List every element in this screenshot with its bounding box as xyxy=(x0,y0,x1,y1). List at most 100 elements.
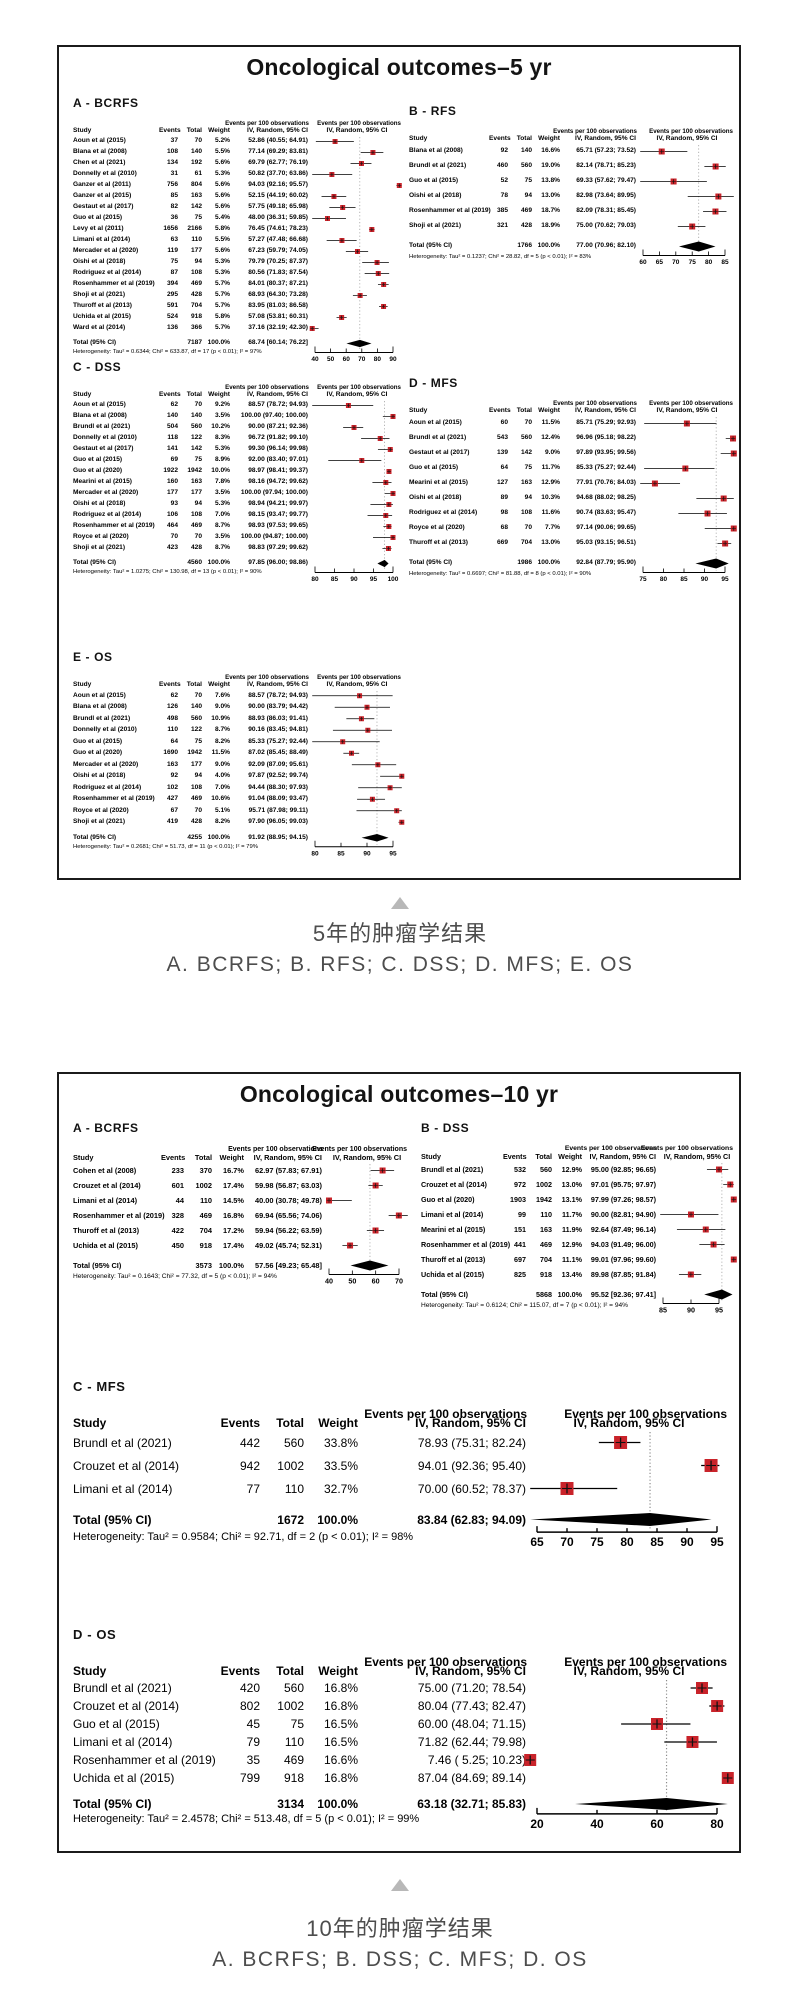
study-row: Crouzet et al (2014) 942 1002 33.5% 94.01 (9… xyxy=(73,1454,729,1477)
events-value: 110 xyxy=(167,726,178,734)
total-value: 177 xyxy=(190,247,202,255)
weight-value: 5.6% xyxy=(214,203,230,211)
total-value: 140 xyxy=(190,412,202,420)
column-header-observations: Events per 100 observations xyxy=(564,1145,657,1153)
events-value: 1903 xyxy=(510,1195,526,1205)
study-name: Levy et al (2011) xyxy=(73,225,124,233)
total-value: 75 xyxy=(290,1717,304,1731)
events-value: 295 xyxy=(166,291,178,299)
table-header-row: Study Events Total Weight IV, Random, 95% CI… xyxy=(73,1664,729,1680)
study-name: Royce et al (2020) xyxy=(73,806,129,814)
column-header-weight: Weight xyxy=(208,390,230,398)
study-row: Gestaut et al (2017) 139 142 9.0% 97.89 (93.… xyxy=(409,446,735,461)
study-name: Crouzet et al (2014) xyxy=(73,1180,141,1190)
axis-tick-label: 80 xyxy=(710,1817,724,1831)
study-row: Donnelly et al (2010) 118 122 8.3% 96.72 (91… xyxy=(73,433,403,444)
study-name: Rosenhammer et al (2019) xyxy=(73,1210,165,1220)
total-value: 75 xyxy=(194,456,202,464)
events-value: 98 xyxy=(500,509,508,517)
total-value: 163 xyxy=(190,192,202,200)
study-row: Oishi et al (2018) 93 94 5.3% 98.94 (94.21; … xyxy=(73,499,403,510)
study-name: Oishi et al (2018) xyxy=(73,500,126,508)
figure-title: Oncological outcomes–10 yr xyxy=(239,1081,559,1107)
study-row: Mercader et al (2020) 163 177 9.0% 92.09 (87… xyxy=(73,759,403,771)
study-row: Royce et al (2020) 70 70 3.5% 100.00 (94.87;… xyxy=(73,532,403,543)
ci-text: 95.00 (92.85; 96.65) xyxy=(590,1165,656,1175)
study-row: Thuroff et al (2013) 669 704 13.0% 95.03 (93… xyxy=(409,536,735,551)
study-name: Brundl et al (2021) xyxy=(73,1435,172,1450)
events-value: 92 xyxy=(170,772,178,780)
events-value: 442 xyxy=(239,1435,260,1450)
weight-value: 8.2% xyxy=(214,818,230,826)
ci-text: 92.09 (87.09; 95.61) xyxy=(248,760,308,768)
weight-value: 13.4% xyxy=(561,1270,582,1280)
study-row: Aoun et al (2015) 62 70 7.6% 88.57 (78.72; 9… xyxy=(73,690,403,702)
axis-tick-label: 95 xyxy=(370,576,378,583)
events-value: 106 xyxy=(166,511,178,519)
total-value: 560 xyxy=(190,423,202,431)
events-value: 524 xyxy=(166,313,178,321)
study-name: Ward et al (2014) xyxy=(73,324,126,332)
total-weight: 100.0% xyxy=(207,559,230,567)
heterogeneity-note: Heterogeneity: Tau² = 0.6124; Chi² = 115… xyxy=(421,1302,629,1310)
total-value: 61 xyxy=(194,170,202,178)
study-row: Oishi et al (2018) 78 94 13.0% 82.98 (73.64;… xyxy=(409,189,735,204)
study-row: Thuroff et al (2013) 422 704 17.2% 59.94 (56… xyxy=(73,1223,409,1238)
heterogeneity-note: Heterogeneity: Tau² = 0.2681; Chi² = 51.… xyxy=(73,843,258,850)
ci-text: 94.03 (92.16; 95.57) xyxy=(248,181,308,189)
axis-tick-label: 85 xyxy=(650,1535,664,1549)
axis-tick-label: 75 xyxy=(689,259,697,266)
events-value: 1922 xyxy=(163,467,178,475)
panel-label: B - DSS xyxy=(421,1121,470,1135)
total-value: 560 xyxy=(520,162,532,170)
events-value: 118 xyxy=(167,434,178,442)
events-value: 385 xyxy=(496,207,508,215)
study-row: Rodriguez et al (2014) 102 108 7.0% 94.44 (8… xyxy=(73,782,403,794)
ci-text: 100.00 (97.94; 100.00) xyxy=(240,489,308,497)
ci-text: 85.71 (75.29; 92.93) xyxy=(576,419,636,427)
column-header-total: Total xyxy=(276,1416,304,1431)
table-header-row: Events per 100 observations Events per 10… xyxy=(73,1400,729,1420)
weight-value: 5.6% xyxy=(214,159,230,167)
column-header-observations: Events per 100 observations xyxy=(553,400,637,408)
study-row: Limani et al (2014) 63 110 5.5% 57.27 (47.48… xyxy=(73,235,403,246)
total-ci: 97.85 (96.00; 98.86) xyxy=(248,559,308,567)
weight-value: 5.2% xyxy=(214,137,230,145)
panel-body: Cohen et al (2008) 233 370 16.7% 62.97 (57.8… xyxy=(73,1163,409,1296)
total-value: 560 xyxy=(540,1165,552,1175)
total-value: 1942 xyxy=(187,467,202,475)
column-header-iv: IV, Random, 95% CI xyxy=(253,1152,322,1162)
study-row: Blana et al (2008) 140 140 3.5% 100.00 (97.4… xyxy=(73,411,403,422)
forest-plot: 80 85 90 95 xyxy=(311,691,405,857)
study-name: Thuroff et al (2013) xyxy=(73,1225,140,1235)
events-value: 441 xyxy=(514,1240,526,1250)
panel-label: D - OS xyxy=(73,1627,117,1642)
weight-value: 5.7% xyxy=(214,324,230,332)
collapse-triangle-icon[interactable] xyxy=(391,1879,409,1891)
axis-tick-label: 85 xyxy=(721,259,729,266)
column-header-total: Total xyxy=(516,406,532,414)
study-name: Gestaut et al (2017) xyxy=(73,445,134,453)
study-name: Crouzet et al (2014) xyxy=(421,1180,487,1190)
heterogeneity-note: Heterogeneity: Tau² = 0.6344; Chi² = 633… xyxy=(73,349,262,356)
column-header-iv: IV, Random, 95% CI xyxy=(656,134,718,142)
summary-diamond xyxy=(704,1289,733,1300)
table-header-row: Events per 100 observations Events per 10… xyxy=(73,380,403,390)
ci-text: 82.14 (78.71; 85.23) xyxy=(576,162,636,170)
total-value: 560 xyxy=(520,434,532,442)
column-header-iv: IV, Random, 95% CI xyxy=(326,390,388,398)
weight-value: 8.7% xyxy=(214,544,230,552)
total-value: 428 xyxy=(190,818,202,826)
weight-value: 12.4% xyxy=(541,434,560,442)
study-row: Rosenhammer et al (2019) 427 469 10.6% 91.04… xyxy=(73,794,403,806)
column-header-weight: Weight xyxy=(538,134,560,142)
axis-tick-label: 40 xyxy=(590,1817,604,1831)
study-row: Donnelly et al (2010) 31 61 5.3% 50.82 (37.7… xyxy=(73,169,403,180)
column-header-iv: IV, Random, 95% CI xyxy=(332,1152,402,1162)
axis-tick-label: 90 xyxy=(687,1306,695,1315)
study-row: Cohen et al (2008) 233 370 16.7% 62.97 (57.8… xyxy=(73,1163,409,1178)
ci-text: 97.90 (96.05; 99.03) xyxy=(248,818,308,826)
collapse-triangle-icon[interactable] xyxy=(391,897,409,909)
summary-diamond xyxy=(346,340,372,348)
ci-text: 97.99 (97.26; 98.57) xyxy=(590,1195,656,1205)
